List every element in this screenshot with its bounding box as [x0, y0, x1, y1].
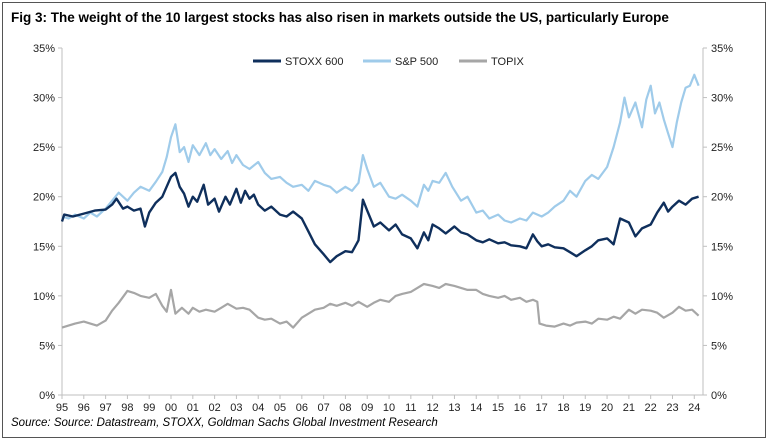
- x-tick-label: 22: [645, 402, 657, 414]
- legend-label-topix: TOPIX: [491, 56, 524, 68]
- x-tick-label: 11: [405, 402, 416, 414]
- x-tick-label: 16: [514, 402, 526, 414]
- x-tick-label: 07: [318, 402, 330, 414]
- series-line-s-p-500: [61, 73, 700, 224]
- x-tick-label: 97: [99, 402, 111, 414]
- left-y-tick-label: 15%: [33, 241, 55, 253]
- axes-layer: 0% 0% 5% 5% 10% 10% 15% 15% 20% 20% 25% 25% 30% 30% 35…: [33, 43, 733, 414]
- x-tick-label: 03: [230, 402, 242, 414]
- legend-label-s-p-500: S&P 500: [395, 56, 438, 68]
- x-tick-label: 02: [208, 402, 220, 414]
- chart-frame: Fig 3: The weight of the 10 largest stoc…: [2, 2, 766, 438]
- x-tick-label: 21: [623, 402, 635, 414]
- x-tick-label: 09: [361, 402, 373, 414]
- left-y-tick-label: 5%: [39, 340, 55, 352]
- left-y-tick-label: 0%: [39, 390, 55, 402]
- left-y-tick-label: 30%: [33, 93, 55, 105]
- series-layer: [60, 73, 700, 329]
- left-y-tick-label: 10%: [33, 291, 55, 303]
- line-chart: 0% 0% 5% 5% 10% 10% 15% 15% 20% 20% 25% 25% 30% 30% 35…: [33, 43, 733, 414]
- x-tick-label: 95: [56, 402, 68, 414]
- series-line-stoxx-600: [60, 171, 699, 264]
- left-y-tick-label: 20%: [33, 192, 55, 204]
- x-tick-label: 00: [165, 402, 177, 414]
- x-tick-label: 01: [187, 402, 199, 414]
- right-y-tick-label: 10%: [711, 291, 733, 303]
- x-tick-label: 98: [121, 402, 133, 414]
- series-line-topix: [61, 282, 700, 329]
- x-tick-label: 24: [688, 402, 700, 414]
- chart-title: Fig 3: The weight of the 10 largest stoc…: [11, 10, 669, 25]
- right-y-tick-label: 5%: [711, 340, 727, 352]
- right-y-tick-label: 20%: [711, 192, 733, 204]
- x-tick-label: 23: [666, 402, 678, 414]
- x-tick-label: 13: [448, 402, 460, 414]
- x-tick-label: 17: [536, 402, 548, 414]
- right-y-tick-label: 15%: [711, 241, 733, 253]
- left-y-tick-label: 25%: [33, 142, 55, 154]
- x-tick-label: 20: [601, 402, 613, 414]
- source-note: Source: Source: Datastream, STOXX, Goldm…: [11, 417, 438, 429]
- x-tick-label: 10: [383, 402, 395, 414]
- right-y-tick-label: 35%: [711, 43, 733, 55]
- x-tick-label: 05: [274, 402, 286, 414]
- right-y-tick-label: 30%: [711, 93, 733, 105]
- x-tick-label: 19: [579, 402, 591, 414]
- right-y-tick-label: 25%: [711, 142, 733, 154]
- left-y-tick-label: 35%: [33, 43, 55, 55]
- legend: STOXX 600 S&P 500 TOPIX: [253, 56, 524, 68]
- x-tick-label: 14: [470, 402, 482, 414]
- x-tick-label: 06: [296, 402, 308, 414]
- legend-label-stoxx-600: STOXX 600: [285, 56, 344, 68]
- x-tick-label: 12: [427, 402, 439, 414]
- right-y-tick-label: 0%: [711, 390, 727, 402]
- x-tick-label: 08: [339, 402, 351, 414]
- x-tick-label: 96: [78, 402, 90, 414]
- x-tick-label: 99: [143, 402, 155, 414]
- x-tick-label: 18: [557, 402, 569, 414]
- x-tick-label: 15: [492, 402, 504, 414]
- x-tick-label: 04: [252, 402, 264, 414]
